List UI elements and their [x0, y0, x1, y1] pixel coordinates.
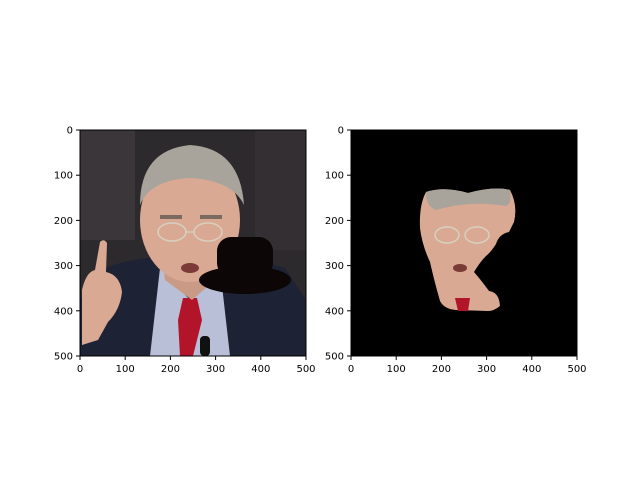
y-tick-label: 100	[54, 171, 73, 182]
y-tick-label: 0	[338, 126, 344, 137]
x-tick-label: 100	[116, 364, 135, 375]
x-tick-label: 300	[206, 364, 225, 375]
y-tick-label: 200	[54, 216, 73, 227]
right-axes-frame	[350, 129, 578, 357]
x-tick-label: 400	[251, 364, 270, 375]
hat-icon	[199, 237, 291, 294]
y-tick-label: 300	[325, 261, 344, 272]
y-tick-label: 0	[67, 126, 73, 137]
left-axes-frame	[79, 129, 307, 357]
left-photo	[80, 130, 306, 356]
x-tick-label: 400	[522, 364, 541, 375]
x-tick-label: 300	[477, 364, 496, 375]
y-tick-label: 300	[54, 261, 73, 272]
x-tick-label: 200	[161, 364, 180, 375]
right-mask	[351, 130, 577, 356]
left-axis-ticks: 0 100 200 300 400 500 0 100 200 300 400 500	[54, 126, 316, 376]
x-tick-label: 500	[567, 364, 586, 375]
y-tick-label: 200	[325, 216, 344, 227]
y-tick-label: 100	[325, 171, 344, 182]
y-tick-label: 400	[54, 306, 73, 317]
y-tick-label: 500	[325, 352, 344, 363]
x-tick-label: 0	[348, 364, 354, 375]
x-tick-label: 100	[387, 364, 406, 375]
y-tick-label: 400	[325, 306, 344, 317]
x-tick-label: 0	[77, 364, 83, 375]
x-tick-label: 200	[432, 364, 451, 375]
x-tick-label: 500	[296, 364, 315, 375]
y-tick-label: 500	[54, 352, 73, 363]
right-axis-ticks: 0 100 200 300 400 500 0 100 200 300 400 500	[325, 126, 587, 376]
